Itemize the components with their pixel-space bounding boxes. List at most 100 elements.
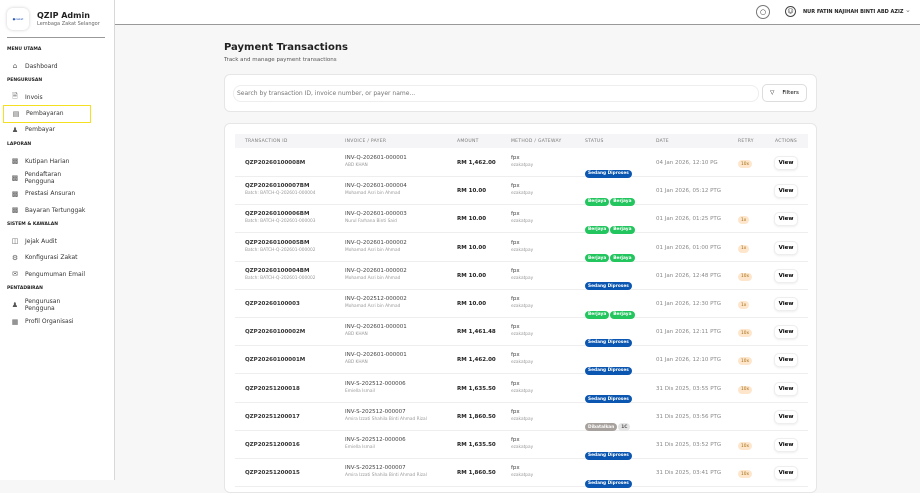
retry-badge: 10x [738,329,753,338]
invoice-number[interactable]: INV-Q-202601-000003 [345,211,407,218]
view-button[interactable]: View [774,297,798,311]
sidebar-item-jejak-audit[interactable]: ◫ Jejak Audit [7,232,91,250]
sidebar-item-pengurusan-pengguna[interactable]: ♟ Pengurusan Pengguna [7,296,91,314]
transaction-id[interactable]: QZP20260100003 [245,301,300,307]
view-button[interactable]: View [774,438,798,452]
payer-name: ABD KHAN [345,360,368,366]
payer-name: Amira Izzati Shahila Binti Ahmad Rizal [345,416,427,422]
sidebar-item-label: Dashboard [25,62,58,70]
sidebar-item-prestasi-ansuran[interactable]: ▩ Prestasi Ansuran [7,185,91,203]
transaction-id[interactable]: QZP20260100007BM [245,183,310,190]
chart-icon: ▩ [11,173,19,182]
col-header: TRANSACTION ID [245,139,288,144]
sidebar: ●zakat QZIP Admin Lembaga Zakat Selangor… [0,0,115,480]
transaction-id[interactable]: QZP20260100006BM [245,211,310,218]
payer-name: Mohamad Asri bin Ahmad [345,247,401,253]
payer-name: Mohamad Asri bin Ahmad [345,275,401,281]
invoice-number[interactable]: INV-Q-202601-000004 [345,183,407,190]
view-button[interactable]: View [774,353,798,368]
gateway: ezakatpay [511,360,534,366]
table-row: QZP20260100003 INV-Q-202512-000002 Mohama… [235,290,808,319]
status-badge: Berjaya [610,225,635,234]
sidebar-section-label: SISTEM & KAWALAN [7,222,58,228]
search-input[interactable] [233,85,759,102]
chart-icon: ▩ [11,157,19,166]
sidebar-item-pendaftaran-pengguna[interactable]: ▩ Pendaftaran Pengguna [7,169,91,187]
search-card: ▽ Filters [224,74,817,112]
sidebar-item-dashboard[interactable]: ⌂ Dashboard [7,57,91,75]
amount: RM 10.00 [457,244,487,251]
payer-name: Emiella Ismail [345,445,375,450]
transaction-id[interactable]: QZP20260100004BM [245,267,310,274]
view-button[interactable]: View [774,240,798,255]
invoice-number[interactable]: INV-Q-202601-000001 [345,155,407,161]
status-cell: Sedang Diproses [585,159,633,178]
invoice-number[interactable]: INV-Q-202601-000002 [345,239,407,246]
sidebar-item-kutipan-harian[interactable]: ▩ Kutipan Harian [7,152,91,170]
status-cell: Sedang Diproses [585,469,633,488]
status-cell: Sedang Diproses [585,441,633,460]
col-header: METHOD / GATEWAY [511,139,562,144]
amount: RM 10.00 [457,272,487,279]
sidebar-item-pengumuman-email[interactable]: ✉ Pengumuman Email [7,265,91,283]
sidebar-item-pembayar[interactable]: ♟ Pembayar [7,121,91,139]
invoice-number[interactable]: INV-S-202512-000007 [345,408,406,415]
status-cell: Berjaya Berjaya [585,300,636,319]
view-button[interactable]: View [774,184,798,199]
chevron-down-icon[interactable]: ⌄ [905,6,911,14]
transaction-id[interactable]: QZP20251200016 [245,442,300,448]
method: fpx [511,465,520,472]
invoice-number[interactable]: INV-Q-202601-000001 [345,324,407,331]
status-cell: Sedang Diproses [585,328,633,347]
transaction-id[interactable]: QZP20251200015 [245,470,300,477]
status-cell: Sedang Diproses [585,272,633,291]
view-button[interactable]: View [774,156,798,170]
user-avatar-icon[interactable]: ☺ [785,6,796,17]
filters-button[interactable]: ▽ Filters [762,84,807,102]
method: fpx [511,155,520,161]
sidebar-item-konfigurasi-zakat[interactable]: ⚙ Konfigurasi Zakat [7,249,91,267]
transaction-id[interactable]: QZP20260100008M [245,160,306,166]
retry-badge: 1x [738,244,750,253]
view-button[interactable]: View [774,325,798,340]
view-button[interactable]: View [774,409,798,424]
invoice-number[interactable]: INV-S-202512-000007 [345,465,406,472]
amount: RM 1,462.00 [457,357,496,364]
amount: RM 1,860.50 [457,470,496,477]
transaction-id[interactable]: QZP20260100001M [245,357,306,364]
user-name[interactable]: NUR FATIN NAJIHAH BINTI ABD AZIZ [803,9,904,15]
invoice-number[interactable]: INV-Q-202601-000001 [345,352,407,359]
transaction-id[interactable]: QZP20260100002M [245,329,306,336]
invoice-number[interactable]: INV-S-202512-000006 [345,380,406,387]
sidebar-item-bayaran-tertunggak[interactable]: ▩ Bayaran Tertunggak [7,201,91,219]
view-button[interactable]: View [774,466,798,481]
status-badge: Berjaya [585,197,610,206]
view-button[interactable]: View [774,268,798,283]
method: fpx [511,239,520,246]
sidebar-item-profil-organisasi[interactable]: ▦ Profil Organisasi [7,313,91,331]
page-subtitle: Track and manage payment transactions [224,57,337,63]
status-badge: Berjaya [610,310,635,319]
status-badge: Sedang Diproses [585,282,632,291]
sidebar-item-label: Profil Organisasi [25,318,74,326]
view-button[interactable]: View [774,212,798,227]
transaction-id[interactable]: QZP20260100005BM [245,239,310,246]
sidebar-item-label: Jejak Audit [25,237,57,245]
invoice-number[interactable]: INV-S-202512-000006 [345,437,406,443]
batch-id: Batch: BATCH-Q-202601-000002 [245,247,316,253]
table-row: QZP20251200018 INV-S-202512-000006 Emiell… [235,375,808,404]
amount: RM 10.00 [457,216,487,223]
method: fpx [511,437,520,443]
sidebar-item-label: Konfigurasi Zakat [25,254,78,262]
view-button[interactable]: View [774,381,798,396]
status-cell: Dibatalkan 1C [585,413,631,432]
sidebar-item-pembayaran[interactable]: ▤ Pembayaran [3,104,91,123]
payer-name: Mohamad Asri bin Ahmad [345,304,401,309]
sidebar-item-invois[interactable]: 🗎 Invois [7,88,91,106]
transaction-id[interactable]: QZP20251200017 [245,413,300,420]
batch-id: Batch: BATCH-Q-202601-000002 [245,275,316,281]
invoice-number[interactable]: INV-Q-202512-000002 [345,296,407,302]
transaction-id[interactable]: QZP20251200018 [245,385,300,392]
invoice-number[interactable]: INV-Q-202601-000002 [345,267,407,274]
bell-icon[interactable]: ○ [756,5,770,19]
